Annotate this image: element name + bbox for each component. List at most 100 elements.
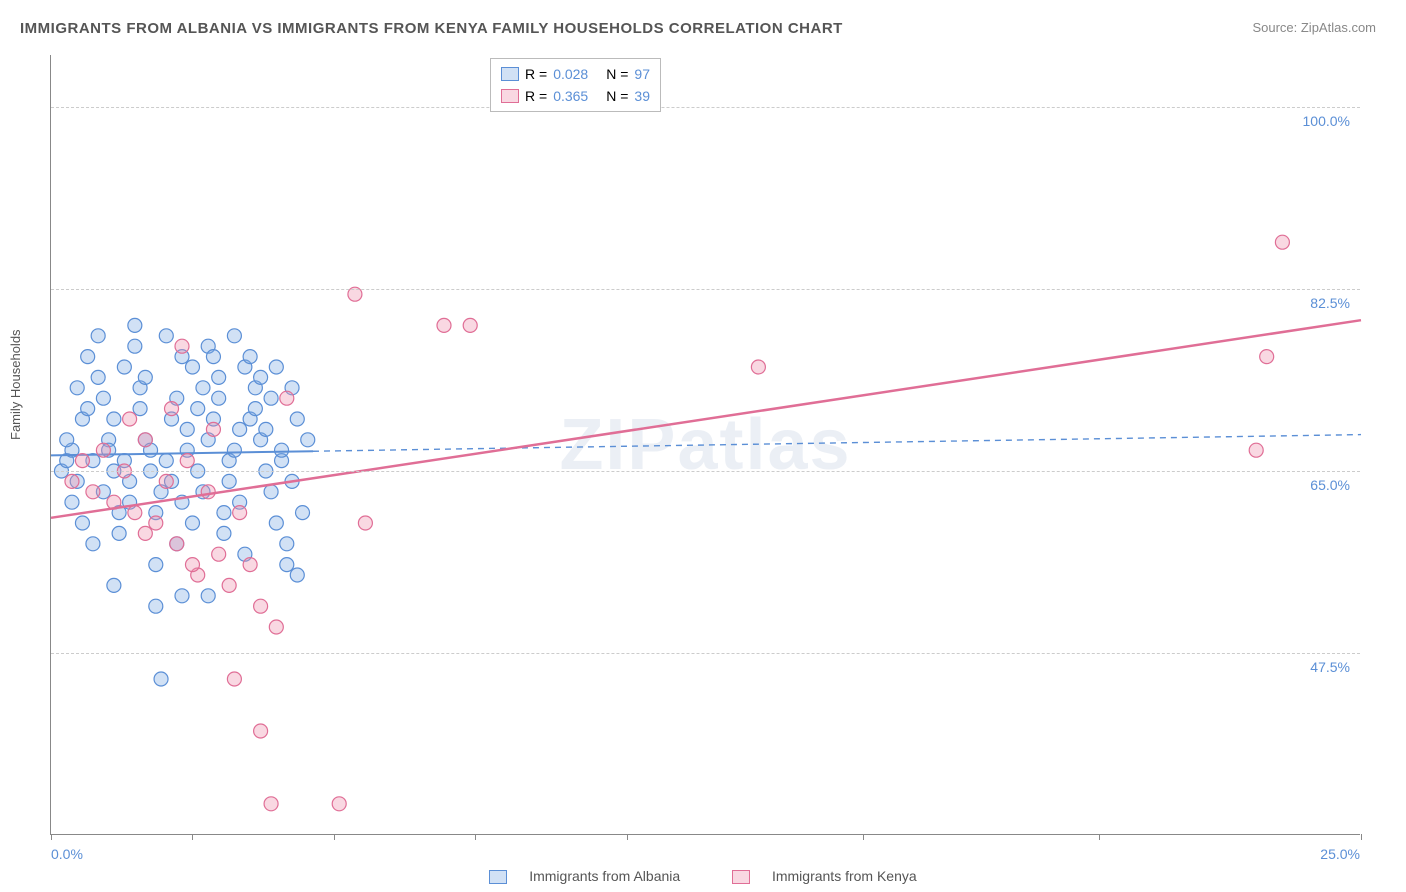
gridline <box>51 289 1360 290</box>
data-point <box>463 318 477 332</box>
data-point <box>196 381 210 395</box>
data-point <box>275 443 289 457</box>
data-point <box>159 454 173 468</box>
data-point <box>1275 235 1289 249</box>
trend-line-dashed <box>313 435 1361 452</box>
data-point <box>117 360 131 374</box>
data-point <box>1260 350 1274 364</box>
chart-container: IMMIGRANTS FROM ALBANIA VS IMMIGRANTS FR… <box>0 0 1406 892</box>
data-point <box>206 350 220 364</box>
data-point <box>159 474 173 488</box>
r-value-albania: 0.028 <box>553 66 588 82</box>
data-point <box>180 422 194 436</box>
data-point <box>86 537 100 551</box>
data-point <box>159 329 173 343</box>
data-point <box>91 370 105 384</box>
data-point <box>96 391 110 405</box>
legend-row-albania: R = 0.028 N = 97 <box>501 63 650 85</box>
y-axis-label: Family Households <box>8 329 23 440</box>
r-value-kenya: 0.365 <box>553 88 588 104</box>
data-point <box>107 412 121 426</box>
data-point <box>123 412 137 426</box>
legend-albania-label: Immigrants from Albania <box>529 868 680 884</box>
scatter-svg <box>51 55 1360 834</box>
legend-stats: R = 0.028 N = 97 R = 0.365 N = 39 <box>490 58 661 112</box>
xtick <box>1361 834 1362 840</box>
n-label: N = <box>606 88 628 104</box>
data-point <box>154 672 168 686</box>
xtick <box>627 834 628 840</box>
plot-area: ZIPatlas 47.5%65.0%82.5%100.0%0.0%25.0% <box>50 55 1360 835</box>
r-label: R = <box>525 88 547 104</box>
data-point <box>227 672 241 686</box>
data-point <box>254 724 268 738</box>
gridline <box>51 653 1360 654</box>
data-point <box>185 558 199 572</box>
data-point <box>138 526 152 540</box>
legend-item-albania: Immigrants from Albania <box>477 868 696 884</box>
data-point <box>128 506 142 520</box>
data-point <box>60 433 74 447</box>
source-label: Source: ZipAtlas.com <box>1252 20 1376 35</box>
data-point <box>206 422 220 436</box>
gridline <box>51 471 1360 472</box>
data-point <box>191 402 205 416</box>
data-point <box>86 485 100 499</box>
xtick <box>863 834 864 840</box>
xtick <box>192 834 193 840</box>
data-point <box>138 433 152 447</box>
data-point <box>212 391 226 405</box>
data-point <box>175 589 189 603</box>
swatch-albania-icon <box>489 870 507 884</box>
data-point <box>212 370 226 384</box>
ytick-label: 65.0% <box>1310 477 1350 493</box>
legend-bottom: Immigrants from Albania Immigrants from … <box>0 868 1406 884</box>
data-point <box>437 318 451 332</box>
data-point <box>133 402 147 416</box>
ytick-label: 100.0% <box>1303 113 1350 129</box>
data-point <box>217 526 231 540</box>
data-point <box>185 516 199 530</box>
data-point <box>65 474 79 488</box>
data-point <box>138 370 152 384</box>
data-point <box>81 402 95 416</box>
data-point <box>264 485 278 499</box>
data-point <box>269 360 283 374</box>
data-point <box>201 485 215 499</box>
legend-row-kenya: R = 0.365 N = 39 <box>501 85 650 107</box>
data-point <box>233 422 247 436</box>
gridline <box>51 107 1360 108</box>
data-point <box>280 537 294 551</box>
n-value-albania: 97 <box>634 66 650 82</box>
data-point <box>65 495 79 509</box>
legend-item-kenya: Immigrants from Kenya <box>720 868 929 884</box>
data-point <box>185 360 199 374</box>
data-point <box>290 412 304 426</box>
data-point <box>201 589 215 603</box>
data-point <box>243 350 257 364</box>
data-point <box>175 339 189 353</box>
xtick-min: 0.0% <box>51 846 83 862</box>
data-point <box>264 391 278 405</box>
swatch-albania <box>501 67 519 81</box>
xtick <box>334 834 335 840</box>
data-point <box>269 620 283 634</box>
data-point <box>170 537 184 551</box>
data-point <box>107 578 121 592</box>
data-point <box>217 506 231 520</box>
data-point <box>243 558 257 572</box>
xtick <box>51 834 52 840</box>
data-point <box>112 526 126 540</box>
n-value-kenya: 39 <box>634 88 650 104</box>
data-point <box>264 797 278 811</box>
xtick <box>1099 834 1100 840</box>
data-point <box>233 506 247 520</box>
data-point <box>165 402 179 416</box>
chart-title: IMMIGRANTS FROM ALBANIA VS IMMIGRANTS FR… <box>20 20 843 37</box>
data-point <box>227 329 241 343</box>
data-point <box>254 370 268 384</box>
ytick-label: 82.5% <box>1310 295 1350 311</box>
data-point <box>149 599 163 613</box>
data-point <box>212 547 226 561</box>
data-point <box>149 516 163 530</box>
